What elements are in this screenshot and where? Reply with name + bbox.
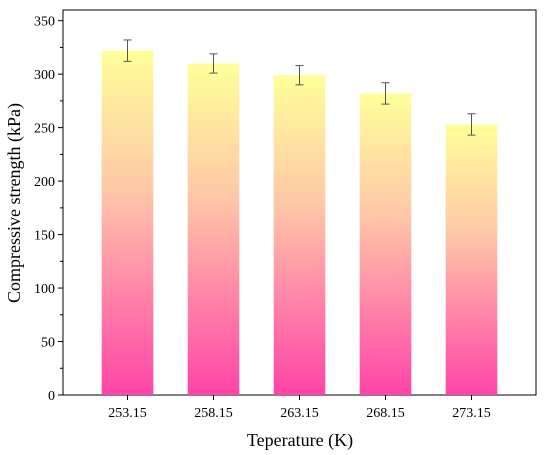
bar-268.15 <box>359 93 412 396</box>
bar-263.15 <box>273 75 326 395</box>
y-tick-label: 350 <box>34 15 55 30</box>
error-bar-268.15 <box>381 82 390 105</box>
y-axis-title: Compressive strength (kPa) <box>4 103 25 303</box>
x-axis-title: Teperature (K) <box>247 430 353 451</box>
bar-273.15 <box>445 124 498 396</box>
x-tick-label: 258.15 <box>194 406 233 421</box>
error-bar-258.15 <box>209 53 218 74</box>
y-tick-label: 100 <box>34 282 55 297</box>
bars-group <box>101 50 498 396</box>
error-bar-253.15 <box>123 39 132 62</box>
error-bar-273.15 <box>467 113 476 136</box>
error-bar-263.15 <box>295 65 304 86</box>
error-bars-group <box>123 39 476 136</box>
y-tick-label: 50 <box>41 336 55 351</box>
y-tick-label: 200 <box>34 175 55 190</box>
x-axis: 253.15 258.15 263.15 268.15 273.15 <box>108 395 491 421</box>
bar-253.15 <box>101 50 154 396</box>
x-tick-label: 263.15 <box>280 406 319 421</box>
x-tick-label: 253.15 <box>108 406 147 421</box>
x-tick-label: 268.15 <box>366 406 405 421</box>
y-tick-label: 0 <box>48 389 55 404</box>
y-tick-label: 150 <box>34 229 55 244</box>
bar-258.15 <box>187 63 240 395</box>
y-axis: 0 50 100 150 200 250 300 350 <box>34 15 63 404</box>
x-tick-label: 273.15 <box>452 406 491 421</box>
y-tick-label: 300 <box>34 68 55 83</box>
y-tick-label: 250 <box>34 122 55 137</box>
